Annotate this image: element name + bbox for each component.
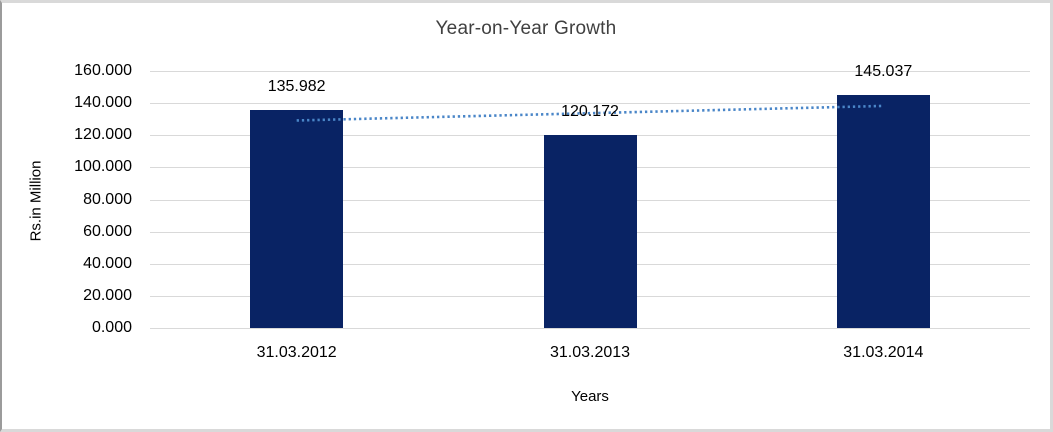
gridline	[150, 328, 1030, 329]
bar	[543, 134, 637, 328]
y-tick-label: 0.000	[91, 319, 132, 336]
bar-value-label: 135.982	[267, 77, 326, 95]
x-category-label: 31.03.2012	[256, 344, 337, 361]
bar	[250, 109, 344, 328]
x-category-label: 31.03.2013	[549, 344, 631, 361]
bar-value-label: 145.037	[854, 63, 913, 81]
x-axis-title: Years	[571, 388, 609, 405]
y-tick-label: 120.000	[74, 126, 132, 144]
y-tick-label: 80.000	[83, 190, 132, 208]
gridline	[150, 71, 1030, 72]
y-tick-label: 100.000	[74, 158, 132, 176]
bar-value-label: 120.172	[561, 102, 619, 120]
x-category-label: 31.03.2014	[843, 344, 924, 361]
y-tick-label: 160.000	[74, 62, 132, 79]
gridline	[150, 103, 1030, 105]
y-tick-label: 20.000	[83, 286, 132, 304]
y-tick-label: 40.000	[83, 254, 132, 272]
chart-title: Year-on-Year Growth	[435, 18, 617, 39]
bar	[836, 95, 930, 328]
y-tick-label: 140.000	[74, 94, 132, 112]
y-tick-label: 60.000	[83, 222, 132, 240]
